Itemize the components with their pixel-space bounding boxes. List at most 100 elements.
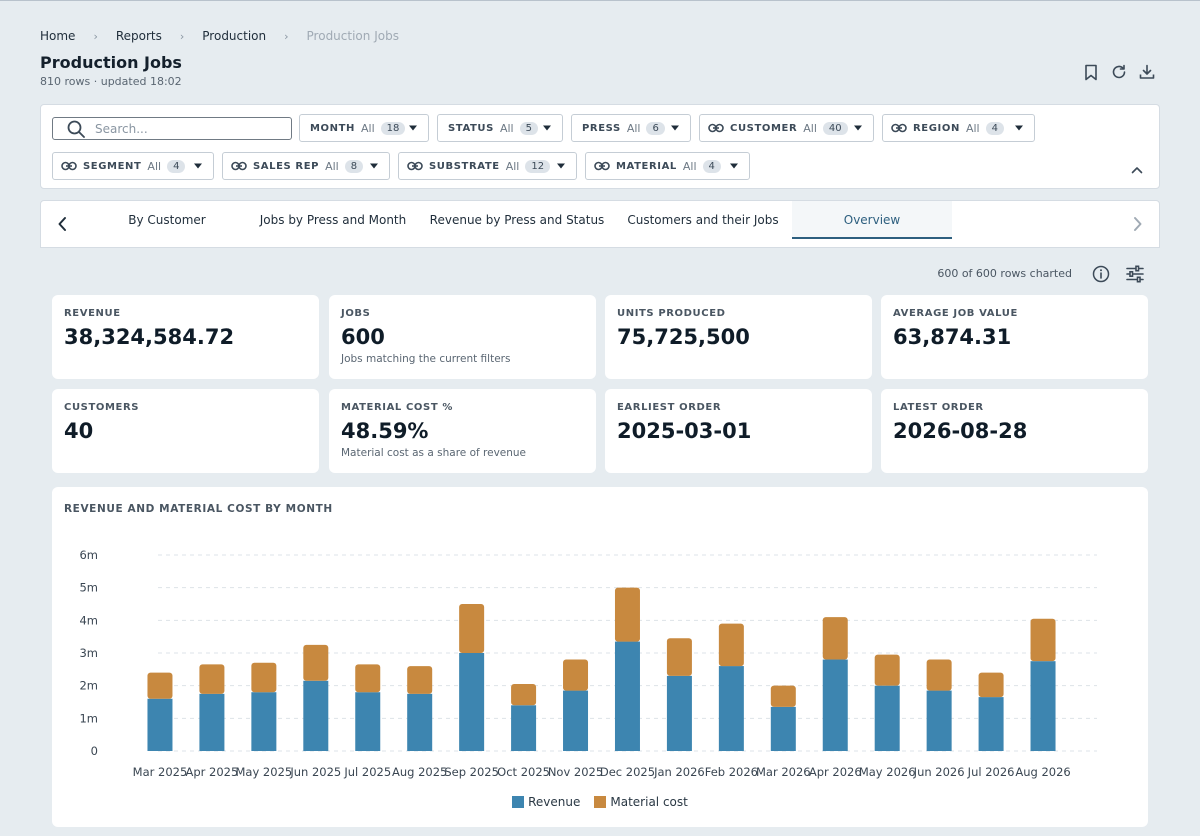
filter-panel: MONTH All 18 STATUS All 5 PRESS All 6 CUSTOMER All… — [40, 104, 1160, 189]
filter-count-badge: 5 — [519, 121, 538, 135]
filter-value: All — [682, 159, 697, 173]
kpi-card-units-produced: UNITS PRODUCED 75,725,500 — [605, 295, 872, 379]
filter-label: MONTH — [310, 122, 356, 134]
search-input[interactable] — [95, 121, 275, 136]
bar-revenue — [563, 690, 589, 751]
legend-swatch-revenue — [512, 796, 525, 808]
page-subtitle: 810 rows · updated 18:02 — [40, 75, 182, 88]
x-tick-label: May 2026 — [859, 765, 916, 779]
bar-material-cost — [1030, 618, 1056, 662]
filter-label: REGION — [913, 122, 960, 134]
bar-revenue — [303, 680, 329, 751]
x-tick-label: Mar 2025 — [133, 765, 188, 779]
link-icon — [231, 161, 247, 171]
filter-count-badge: 4 — [167, 159, 186, 173]
x-tick-label: Mar 2026 — [756, 765, 811, 779]
kpi-label: AVERAGE JOB VALUE — [893, 308, 1018, 319]
bar-material-cost — [459, 604, 485, 653]
kpi-value: 600 — [341, 325, 385, 349]
y-tick-label: 2m — [79, 679, 98, 693]
bar-revenue — [718, 666, 744, 751]
x-tick-label: Jul 2025 — [343, 765, 391, 779]
bar-material-cost — [563, 659, 589, 691]
caret-down-icon — [542, 125, 552, 131]
kpi-label: JOBS — [341, 308, 371, 319]
link-icon — [407, 161, 423, 171]
x-tick-label: Aug 2025 — [392, 765, 447, 779]
filter-label: MATERIAL — [616, 160, 677, 172]
caret-down-icon — [670, 125, 680, 131]
kpi-value: 75,725,500 — [617, 325, 750, 349]
settings-sliders-icon[interactable] — [1126, 265, 1144, 287]
chevron-left-icon[interactable] — [57, 216, 67, 236]
bar-revenue — [147, 698, 173, 751]
filter-sales-rep[interactable]: SALES REP All 8 — [222, 152, 390, 180]
tab-jobs-by-press-and-month[interactable]: Jobs by Press and Month — [259, 213, 407, 227]
bar-material-cost — [511, 684, 537, 706]
breadcrumb-production[interactable]: Production — [202, 29, 267, 43]
x-tick-label: Apr 2025 — [186, 765, 239, 779]
search-box[interactable] — [52, 117, 292, 140]
filter-label: SEGMENT — [83, 160, 142, 172]
y-tick-label: 1m — [79, 711, 98, 725]
kpi-card-revenue: REVENUE 38,324,584.72 — [52, 295, 319, 379]
bar-material-cost — [407, 666, 433, 694]
chevron-up-icon[interactable] — [1131, 159, 1143, 178]
filter-substrate[interactable]: SUBSTRATE All 12 — [398, 152, 577, 180]
download-icon[interactable] — [1138, 63, 1156, 81]
page-toolbar — [1082, 63, 1156, 81]
legend-item-revenue[interactable]: Revenue — [512, 795, 580, 809]
bar-revenue — [407, 693, 433, 751]
x-tick-label: Aug 2026 — [1015, 765, 1070, 779]
kpi-value: 40 — [64, 419, 94, 443]
filter-press[interactable]: PRESS All 6 — [571, 114, 691, 142]
kpi-label: UNITS PRODUCED — [617, 308, 726, 319]
bar-revenue — [511, 705, 537, 751]
y-tick-label: 3m — [79, 646, 98, 660]
legend-item-material-cost[interactable]: Material cost — [594, 795, 688, 809]
filter-status[interactable]: STATUS All 5 — [437, 114, 563, 142]
kpi-note: Jobs matching the current filters — [341, 353, 511, 365]
y-tick-label: 6m — [79, 548, 98, 562]
filter-value: All — [147, 159, 162, 173]
caret-down-icon — [193, 163, 203, 169]
filter-month[interactable]: MONTH All 18 — [299, 114, 429, 142]
kpi-value: 2026-08-28 — [893, 419, 1028, 443]
bar-material-cost — [926, 659, 952, 691]
kpi-label: CUSTOMERS — [64, 402, 140, 413]
x-tick-label: Nov 2025 — [548, 765, 603, 779]
filter-region[interactable]: REGION All 4 — [882, 114, 1035, 142]
bar-material-cost — [147, 672, 173, 699]
tab-by-customer[interactable]: By Customer — [128, 213, 206, 227]
bar-material-cost — [770, 685, 796, 707]
y-tick-label: 0 — [91, 744, 98, 758]
kpi-label: REVENUE — [64, 308, 121, 319]
filter-count-badge: 18 — [380, 121, 406, 135]
breadcrumb-home[interactable]: Home — [40, 29, 76, 43]
bar-revenue — [926, 690, 952, 751]
tab-customers-and-their-jobs[interactable]: Customers and their Jobs — [627, 213, 779, 227]
bar-revenue — [355, 692, 381, 751]
breadcrumb: Home › Reports › Production › Production… — [40, 29, 399, 43]
kpi-card-average-job-value: AVERAGE JOB VALUE 63,874.31 — [881, 295, 1148, 379]
breadcrumb-reports[interactable]: Reports — [115, 29, 162, 43]
tab-revenue-by-press-and-status[interactable]: Revenue by Press and Status — [429, 213, 605, 227]
filter-segment[interactable]: SEGMENT All 4 — [52, 152, 214, 180]
bar-revenue — [978, 697, 1004, 751]
filter-label: SUBSTRATE — [429, 160, 500, 172]
bar-revenue — [199, 693, 225, 751]
kpi-note: Material cost as a share of revenue — [341, 447, 527, 459]
bookmark-icon[interactable] — [1082, 63, 1100, 81]
info-icon[interactable] — [1092, 265, 1110, 287]
refresh-icon[interactable] — [1110, 63, 1128, 81]
legend-label-material-cost: Material cost — [610, 795, 688, 809]
filter-value: All — [325, 159, 339, 173]
x-tick-label: Jul 2026 — [967, 765, 1015, 779]
chevron-right-icon[interactable] — [1133, 216, 1143, 236]
breadcrumb-current: Production Jobs — [306, 29, 399, 43]
x-tick-label: Sep 2025 — [444, 765, 499, 779]
tab-overview[interactable]: Overview — [792, 201, 952, 239]
filter-material[interactable]: MATERIAL All 4 — [585, 152, 750, 180]
filter-customer[interactable]: CUSTOMER All 40 — [699, 114, 874, 142]
